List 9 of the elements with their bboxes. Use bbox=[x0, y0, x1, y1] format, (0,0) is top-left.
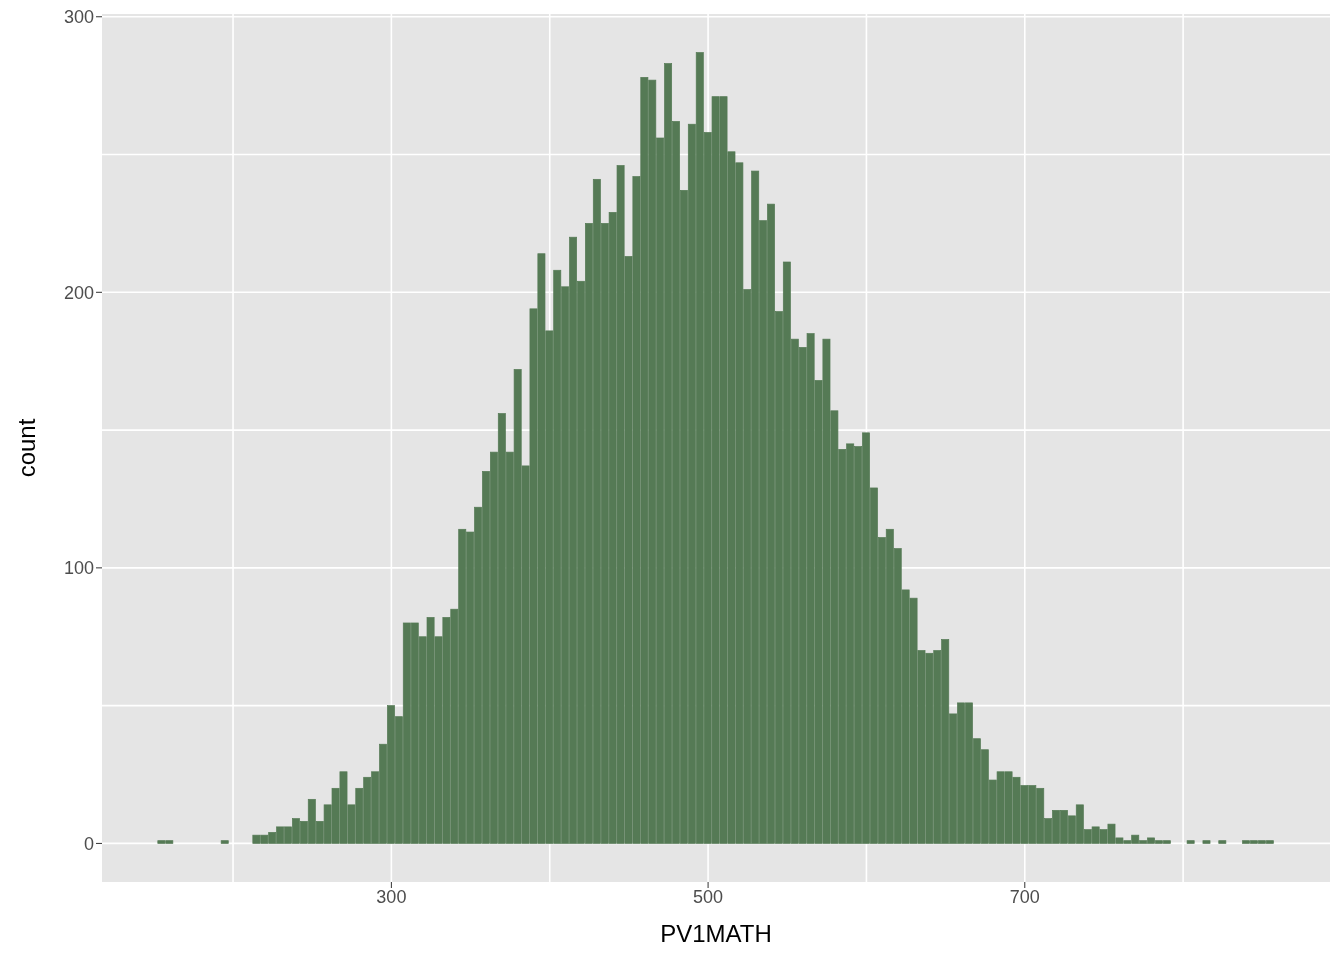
y-tick-label: 300 bbox=[63, 7, 94, 28]
x-tick-label: 300 bbox=[376, 886, 407, 907]
y-tick-label: 200 bbox=[63, 282, 94, 303]
x-tick-label: 700 bbox=[1009, 886, 1040, 907]
y-tick-label: 0 bbox=[83, 833, 94, 854]
y-axis-title: count bbox=[12, 418, 40, 478]
y-tick-label: 100 bbox=[63, 558, 94, 579]
x-axis-title: PV1MATH bbox=[660, 920, 772, 947]
x-tick-label: 500 bbox=[693, 886, 724, 907]
